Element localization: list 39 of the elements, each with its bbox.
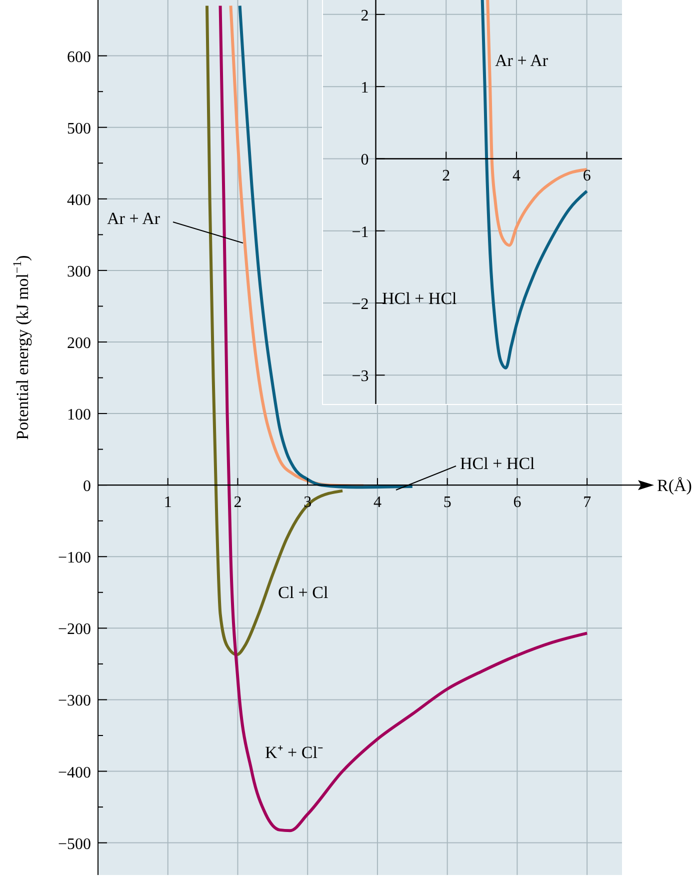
y-tick-label: 0 — [83, 478, 91, 496]
y-tick-label: 400 — [67, 192, 91, 209]
text: Ar + Ar — [107, 209, 160, 228]
y-tick-label: 100 — [67, 406, 91, 424]
y-tick-label: −300 — [58, 692, 91, 710]
y-tick-label: 300 — [67, 263, 91, 280]
y-tick-label: −3 — [352, 368, 369, 386]
line-series — [205, 4, 344, 656]
x-tick-label: 6 — [582, 168, 591, 185]
y-tick-label: −2 — [352, 296, 369, 313]
x-tick-label: 4 — [373, 494, 382, 512]
y-tick-label: −1 — [352, 224, 369, 241]
line-series — [480, 0, 588, 370]
x-tick-label: 2 — [442, 168, 450, 185]
x-tick-label: 5 — [443, 494, 452, 512]
line-series — [218, 4, 589, 832]
x-axis-title: R(Å) — [657, 476, 692, 496]
series-label: Cl + Cl — [278, 583, 328, 602]
y-tick-label: 200 — [67, 334, 91, 352]
y-tick-label: 2 — [360, 7, 369, 24]
y-tick-label: −500 — [58, 836, 91, 853]
y-tick-label: −400 — [58, 764, 91, 782]
x-tick-label: 7 — [583, 494, 592, 512]
text: HCl + HCl — [460, 454, 536, 473]
y-tick-label: 1 — [360, 80, 369, 97]
line-series — [486, 0, 588, 247]
x-tick-label: 1 — [164, 494, 172, 512]
text: HCl + HCl — [382, 289, 458, 308]
x-tick-label: 6 — [513, 494, 522, 512]
y-tick-label: −100 — [58, 550, 91, 567]
line-series — [238, 4, 414, 489]
series-label: K⁺ + Cl⁻ — [265, 743, 324, 762]
y-tick-label: 0 — [360, 152, 369, 169]
x-tick-label: 2 — [234, 494, 242, 512]
y-tick-label: 600 — [67, 48, 91, 66]
y-tick-label: −200 — [58, 621, 91, 638]
series-label: Ar + Ar — [495, 51, 548, 70]
y-tick-label: 500 — [67, 120, 91, 138]
x-tick-label: 4 — [512, 168, 520, 185]
